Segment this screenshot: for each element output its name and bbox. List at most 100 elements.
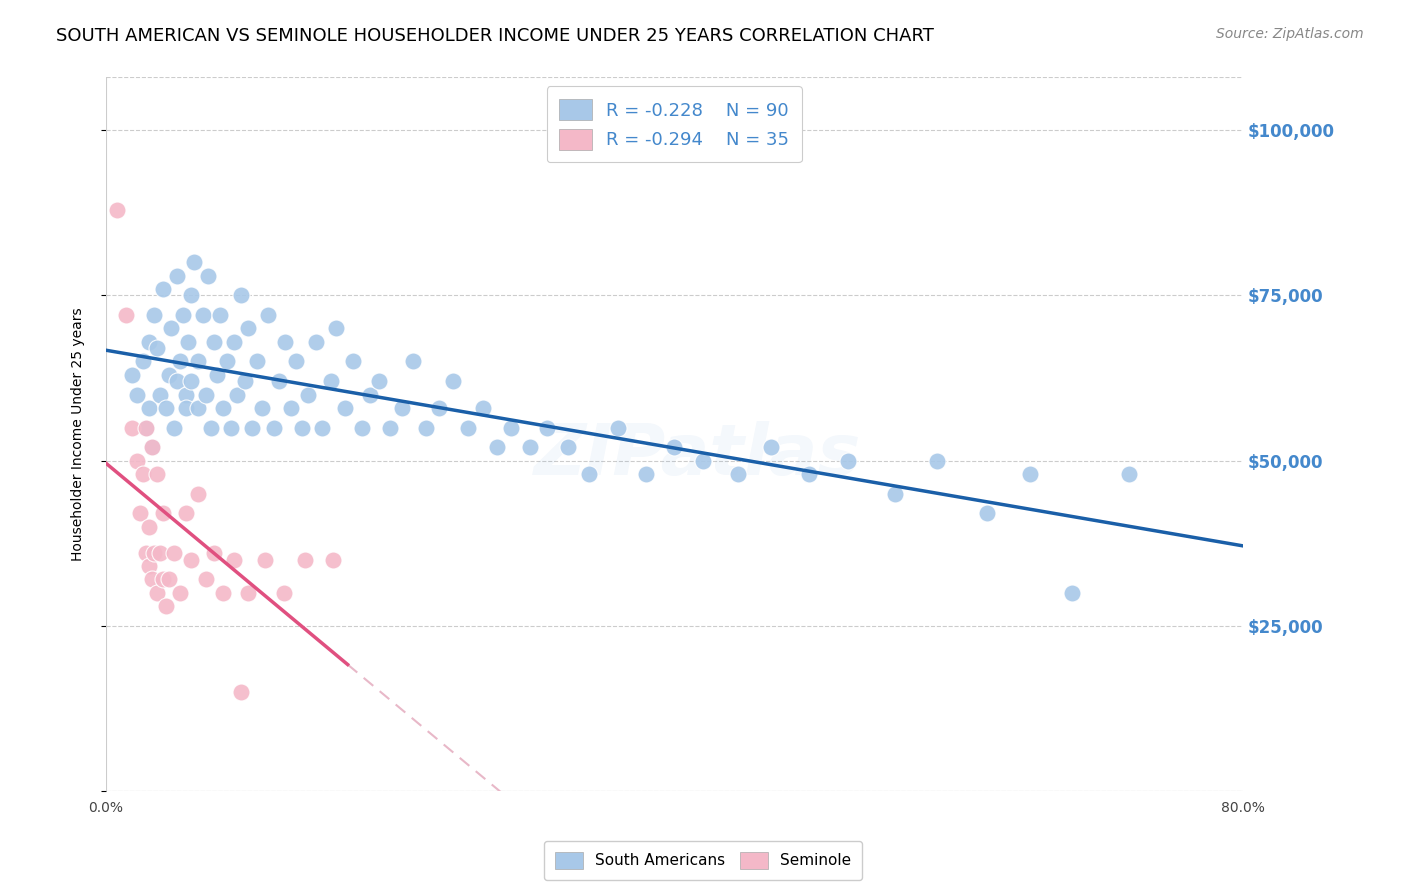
Point — [155, 401, 177, 415]
Point — [163, 546, 186, 560]
Point — [233, 374, 256, 388]
Point — [664, 441, 686, 455]
Point — [305, 334, 328, 349]
Point — [135, 420, 157, 434]
Point — [143, 308, 166, 322]
Point — [202, 546, 225, 560]
Point — [115, 308, 138, 322]
Point — [1018, 467, 1040, 481]
Point — [273, 585, 295, 599]
Point — [246, 354, 269, 368]
Point — [837, 453, 859, 467]
Point — [269, 374, 291, 388]
Point — [927, 453, 949, 467]
Point — [333, 401, 356, 415]
Point — [319, 374, 342, 388]
Legend: R = -0.228    N = 90, R = -0.294    N = 35: R = -0.228 N = 90, R = -0.294 N = 35 — [547, 87, 801, 162]
Point — [146, 467, 169, 481]
Point — [367, 374, 389, 388]
Point — [322, 552, 344, 566]
Point — [194, 387, 217, 401]
Point — [149, 546, 172, 560]
Point — [799, 467, 821, 481]
Point — [280, 401, 302, 415]
Point — [219, 420, 242, 434]
Point — [211, 585, 233, 599]
Point — [606, 420, 628, 434]
Point — [180, 552, 202, 566]
Point — [225, 387, 247, 401]
Point — [121, 368, 143, 382]
Point — [254, 552, 277, 566]
Point — [172, 308, 194, 322]
Point — [211, 401, 233, 415]
Point — [1118, 467, 1140, 481]
Point — [519, 441, 541, 455]
Point — [187, 354, 209, 368]
Point — [342, 354, 364, 368]
Point — [359, 387, 381, 401]
Point — [263, 420, 285, 434]
Point — [727, 467, 749, 481]
Point — [229, 685, 252, 699]
Point — [157, 573, 180, 587]
Point — [197, 268, 219, 283]
Point — [174, 387, 197, 401]
Point — [238, 585, 260, 599]
Point — [152, 282, 174, 296]
Point — [285, 354, 308, 368]
Point — [152, 507, 174, 521]
Point — [692, 453, 714, 467]
Point — [208, 308, 231, 322]
Y-axis label: Householder Income Under 25 years: Householder Income Under 25 years — [72, 308, 86, 561]
Point — [155, 599, 177, 613]
Point — [415, 420, 437, 434]
Point — [325, 321, 347, 335]
Point — [135, 546, 157, 560]
Point — [536, 420, 558, 434]
Text: ZIPatlas: ZIPatlas — [533, 421, 860, 490]
Point — [132, 467, 155, 481]
Point — [257, 308, 280, 322]
Point — [202, 334, 225, 349]
Point — [187, 401, 209, 415]
Point — [636, 467, 658, 481]
Point — [166, 268, 188, 283]
Point — [557, 441, 579, 455]
Point — [129, 507, 152, 521]
Point — [291, 420, 314, 434]
Point — [229, 288, 252, 302]
Point — [169, 585, 191, 599]
Point — [174, 401, 197, 415]
Point — [160, 321, 183, 335]
Point — [200, 420, 222, 434]
Point — [152, 573, 174, 587]
Point — [441, 374, 464, 388]
Point — [380, 420, 402, 434]
Point — [191, 308, 214, 322]
Point — [297, 387, 319, 401]
Point — [1062, 585, 1084, 599]
Text: SOUTH AMERICAN VS SEMINOLE HOUSEHOLDER INCOME UNDER 25 YEARS CORRELATION CHART: SOUTH AMERICAN VS SEMINOLE HOUSEHOLDER I… — [56, 27, 934, 45]
Point — [215, 354, 238, 368]
Point — [141, 573, 163, 587]
Point — [759, 441, 782, 455]
Point — [311, 420, 333, 434]
Point — [146, 585, 169, 599]
Point — [107, 202, 129, 217]
Point — [138, 519, 160, 533]
Point — [238, 321, 260, 335]
Point — [242, 420, 264, 434]
Point — [205, 368, 228, 382]
Point — [157, 368, 180, 382]
Point — [163, 420, 186, 434]
Text: Source: ZipAtlas.com: Source: ZipAtlas.com — [1216, 27, 1364, 41]
Point — [149, 387, 172, 401]
Point — [169, 354, 191, 368]
Point — [222, 552, 245, 566]
Point — [274, 334, 297, 349]
Point — [350, 420, 373, 434]
Point — [138, 401, 160, 415]
Point — [391, 401, 413, 415]
Point — [427, 401, 450, 415]
